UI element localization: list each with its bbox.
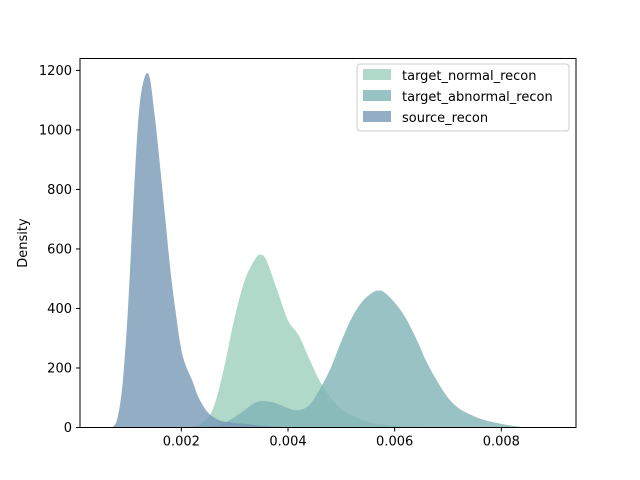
legend-swatch-source-recon — [363, 111, 391, 122]
x-tick-label: 0.006 — [376, 435, 413, 450]
legend: target_normal_recon target_abnormal_recon… — [356, 63, 570, 132]
x-tick-label: 0.004 — [269, 435, 306, 450]
legend-swatch-target-abnormal-recon — [363, 90, 391, 101]
y-tick-label: 1200 — [39, 64, 72, 79]
series-area-target-normal-recon — [181, 254, 448, 428]
legend-label-source-recon: source_recon — [402, 111, 488, 126]
y-tick-label: 0 — [64, 421, 72, 436]
y-tick-label: 600 — [47, 242, 72, 257]
x-axis: 0.002 0.004 0.006 0.008 — [163, 427, 520, 450]
y-axis: 0 200 400 600 800 1000 1200 — [39, 64, 80, 436]
y-tick-label: 1000 — [39, 123, 72, 138]
legend-swatch-target-normal-recon — [363, 69, 391, 80]
series-area-source-recon — [112, 72, 299, 428]
y-tick-label: 800 — [47, 183, 72, 198]
x-tick-label: 0.008 — [483, 435, 520, 450]
y-tick-label: 400 — [47, 302, 72, 317]
x-tick-label: 0.002 — [163, 435, 200, 450]
legend-box — [356, 63, 570, 132]
legend-label-target-normal-recon: target_normal_recon — [402, 69, 536, 84]
y-tick-label: 200 — [47, 361, 72, 376]
series-area-target-abnormal-recon — [202, 290, 539, 428]
legend-label-target-abnormal-recon: target_abnormal_recon — [402, 90, 553, 105]
y-axis-label: Density — [16, 218, 31, 268]
plot-frame — [79, 58, 577, 428]
density-curves — [112, 72, 539, 428]
